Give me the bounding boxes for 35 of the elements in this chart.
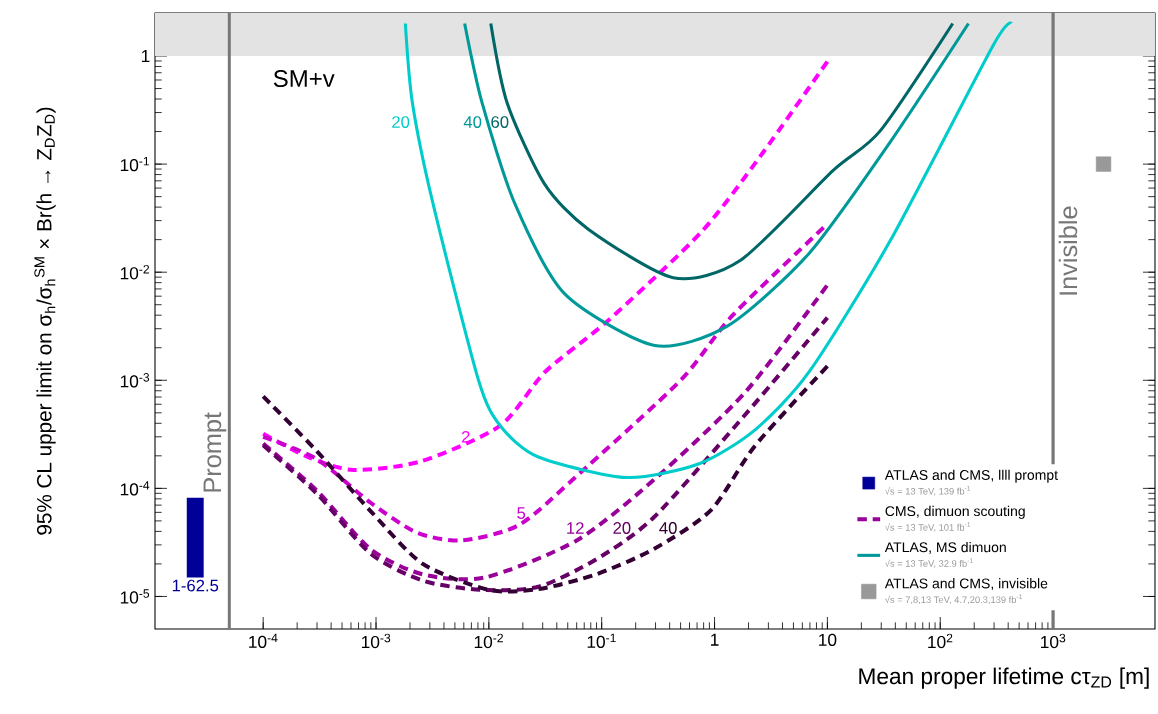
- annotation: √s = 13 TeV, 101 fb$^{-1}$: [885, 522, 971, 532]
- y-tick-label: 10$^{-5}$: [120, 589, 150, 604]
- annotation: 12: [567, 522, 584, 534]
- ref-line-label: Invisible: [1058, 206, 1078, 295]
- x-tick-label: 10: [819, 633, 837, 646]
- x-tick-label: 10$^{-2}$: [474, 633, 503, 649]
- y-tick-label: 10$^{-1}$: [120, 156, 150, 172]
- annotation: √s = 7,8,13 TeV, 4.7,20.3,139 fb$^{-1}$: [885, 594, 1023, 605]
- annotation: 40: [463, 116, 482, 128]
- legend-label: ATLAS, MS dimuon: [884, 541, 1006, 554]
- annotation: 20: [392, 116, 410, 128]
- x-tick-label: 1: [711, 633, 719, 646]
- y-tick-label: 1: [141, 50, 150, 62]
- annotation: SM+v: [273, 70, 335, 88]
- annotation: √s = 13 TeV, 139 fb$^{-1}$: [885, 485, 971, 496]
- legend-label: CMS, dimuon scouting: [885, 505, 1025, 519]
- annotation: 60: [491, 116, 509, 128]
- annotation: 20: [613, 522, 631, 534]
- y-tick-label: 10$^{-3}$: [120, 373, 150, 388]
- x-tick-label: 10$^{-1}$: [587, 633, 616, 649]
- annotation: 5: [517, 507, 526, 519]
- legend-label: ATLAS and CMS, invisible: [884, 578, 1048, 591]
- x-axis-title: Mean proper lifetime cτ$_{ZD}$ [m]: [859, 667, 1149, 689]
- legend-label: ATLAS and CMS, llll prompt: [884, 469, 1058, 483]
- annotation: 40: [659, 522, 677, 534]
- x-tick-label: 10$^{-3}$: [361, 633, 391, 649]
- y-tick-label: 10$^{-4}$: [120, 481, 150, 496]
- text: 95% CL upper limit on σ$_{h}$/σ$_{h}$$^{SM}$ × Br(h → Z$_{D}$Z$_{D}$): [34, 107, 56, 535]
- y-tick-label: 10$^{-2}$: [120, 264, 149, 280]
- annotation: 1-62.5: [172, 579, 219, 592]
- annotation: √s = 13 TeV, 32.9 fb$^{-1}$: [885, 558, 973, 568]
- x-tick-label: 10$^{-4}$: [249, 633, 278, 649]
- x-tick-label: 10$^{3}$: [1041, 633, 1066, 649]
- x-tick-label: 10$^{2}$: [928, 633, 953, 649]
- ref-line-label: Prompt: [203, 412, 227, 492]
